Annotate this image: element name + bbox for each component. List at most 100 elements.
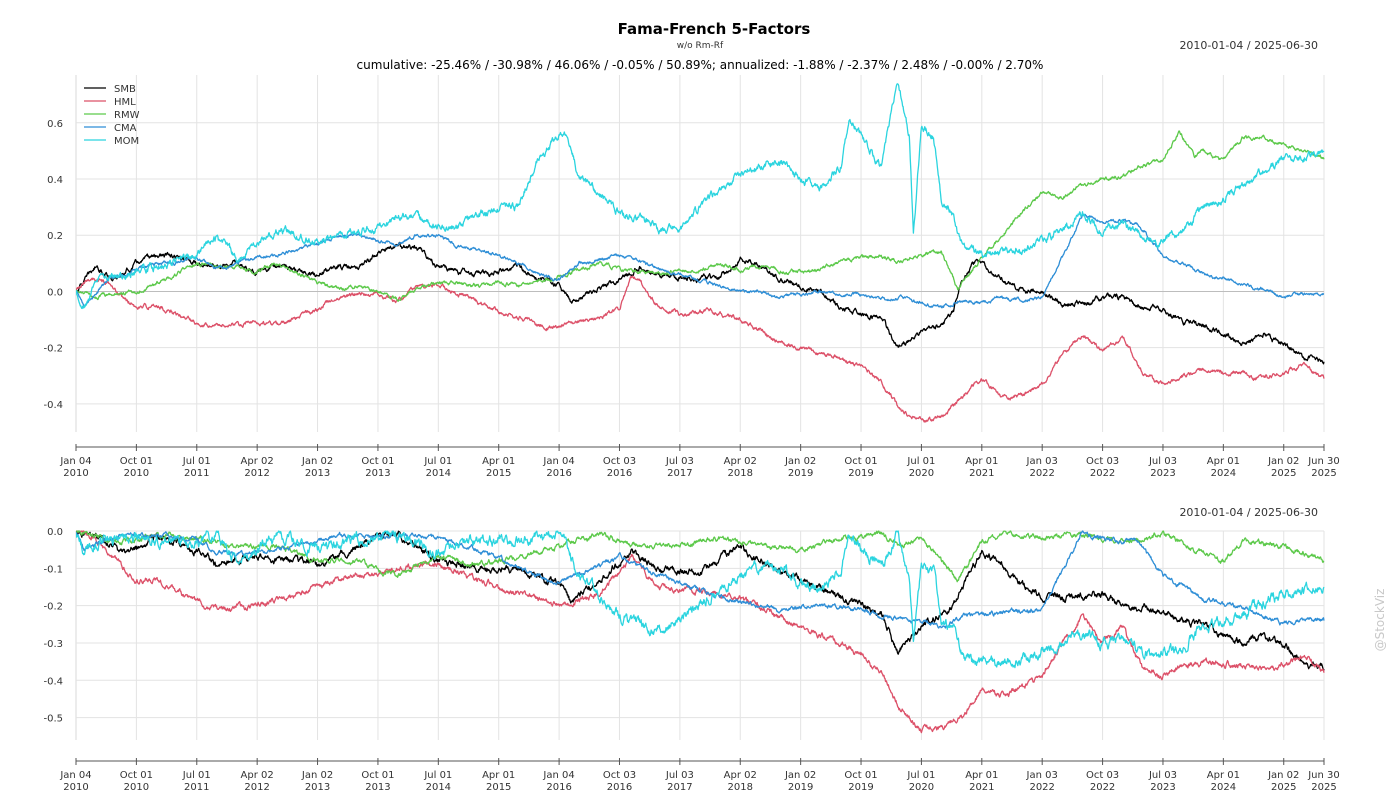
x-tick-label: 2025	[1311, 468, 1336, 479]
x-tick-label: Oct 03	[1086, 456, 1119, 467]
series-line-smb	[76, 241, 1325, 365]
x-tick-label: Jul 03	[665, 456, 694, 467]
x-tick-label: 2016	[607, 782, 632, 793]
series-line-cma	[76, 213, 1325, 309]
x-tick-label: 2014	[426, 782, 451, 793]
legend: SMB HML RMW CMA MOM	[84, 84, 140, 147]
x-tick-label: Jan 03	[1026, 456, 1058, 467]
x-tick-label: Oct 01	[361, 770, 394, 781]
series-line-hml	[76, 275, 1325, 423]
x-tick-label: Jun 30	[1307, 456, 1340, 467]
series-line-cma	[76, 530, 1325, 629]
x-tick-label: Jun 30	[1307, 770, 1340, 781]
x-tick-label: Apr 02	[241, 456, 274, 467]
x-tick-label: 2024	[1211, 468, 1236, 479]
x-tick-label: Oct 01	[844, 770, 877, 781]
x-tick-label: 2012	[244, 782, 269, 793]
x-tick-label: Jan 02	[301, 456, 333, 467]
x-tick-label: 2025	[1271, 468, 1296, 479]
x-tick-label: 2015	[486, 468, 511, 479]
x-tick-label: Jan 04	[59, 770, 91, 781]
x-tick-label: Apr 01	[1207, 770, 1240, 781]
y-tick-label: 0.2	[47, 231, 63, 242]
y-tick-label: -0.2	[43, 344, 63, 355]
x-tick-label: 2016	[607, 468, 632, 479]
watermark: @StockViz	[1373, 589, 1387, 652]
legend-label-mom: MOM	[114, 136, 139, 147]
x-tick-label: 2011	[184, 468, 209, 479]
y-tick-label: -0.3	[43, 639, 63, 650]
x-tick-label: Jul 03	[1148, 770, 1177, 781]
x-tick-label: Apr 02	[241, 770, 274, 781]
x-tick-label: Oct 01	[844, 456, 877, 467]
x-tick-label: Jan 03	[1026, 770, 1058, 781]
x-tick-label: 2020	[909, 468, 934, 479]
series-line-smb	[76, 530, 1325, 672]
x-tick-label: Jul 01	[182, 770, 211, 781]
legend-label-smb: SMB	[114, 84, 136, 95]
x-tick-label: Apr 01	[482, 770, 515, 781]
y-tick-label: -0.2	[43, 602, 63, 613]
y-tick-label: 0.6	[47, 119, 63, 130]
x-tick-label: 2016	[546, 782, 571, 793]
x-tick-label: Jul 01	[423, 456, 452, 467]
x-tick-label: 2022	[1029, 782, 1054, 793]
legend-label-rmw: RMW	[114, 110, 140, 121]
x-tick-label: 2013	[305, 468, 330, 479]
x-tick-label: 2013	[365, 782, 390, 793]
x-tick-label: 2010	[63, 468, 88, 479]
x-tick-label: 2023	[1150, 782, 1175, 793]
x-tick-label: Jul 01	[423, 770, 452, 781]
series-line-rmw	[76, 130, 1325, 302]
series-line-mom	[76, 530, 1325, 669]
x-tick-label: 2015	[486, 782, 511, 793]
x-tick-label: 2013	[365, 468, 390, 479]
x-tick-label: Oct 01	[120, 770, 153, 781]
y-tick-label: -0.4	[43, 400, 63, 411]
return-summary: cumulative: -25.46% / -30.98% / 46.06% /…	[357, 58, 1044, 72]
x-tick-label: Oct 01	[361, 456, 394, 467]
y-tick-label: 0.0	[47, 287, 63, 298]
x-tick-label: Apr 01	[482, 456, 515, 467]
y-tick-label: 0.0	[47, 527, 63, 538]
x-tick-label: 2025	[1271, 782, 1296, 793]
x-tick-label: 2018	[728, 782, 753, 793]
x-tick-label: 2010	[124, 782, 149, 793]
x-tick-label: 2010	[63, 782, 88, 793]
x-tick-label: Jan 04	[542, 770, 574, 781]
x-tick-label: Oct 03	[603, 770, 636, 781]
x-tick-label: Jul 01	[906, 770, 935, 781]
x-tick-label: 2019	[848, 468, 873, 479]
x-tick-label: 2021	[969, 468, 994, 479]
x-tick-label: Jul 01	[906, 456, 935, 467]
date-range-top: 2010-01-04 / 2025-06-30	[1179, 39, 1318, 52]
x-tick-label: Jan 02	[1267, 770, 1299, 781]
x-tick-label: Apr 02	[724, 456, 757, 467]
date-range-bottom: 2010-01-04 / 2025-06-30	[1179, 506, 1318, 519]
legend-label-hml: HML	[114, 97, 136, 108]
x-tick-label: Jul 03	[1148, 456, 1177, 467]
x-tick-label: Jan 02	[784, 456, 816, 467]
x-tick-label: Jul 01	[182, 456, 211, 467]
chart-title: Fama-French 5-Factors	[618, 20, 811, 38]
x-tick-label: 2022	[1090, 468, 1115, 479]
x-tick-label: Jan 02	[1267, 456, 1299, 467]
x-tick-label: 2021	[969, 782, 994, 793]
x-tick-label: 2024	[1211, 782, 1236, 793]
x-tick-label: 2017	[667, 468, 692, 479]
x-tick-label: Apr 01	[1207, 456, 1240, 467]
x-tick-label: Jul 03	[665, 770, 694, 781]
y-tick-label: -0.1	[43, 564, 63, 575]
y-tick-label: -0.5	[43, 714, 63, 725]
x-tick-label: 2019	[788, 782, 813, 793]
x-tick-label: 2020	[909, 782, 934, 793]
x-tick-label: 2025	[1311, 782, 1336, 793]
y-tick-label: -0.4	[43, 676, 63, 687]
series-line-mom	[76, 83, 1325, 310]
x-tick-label: 2014	[426, 468, 451, 479]
x-tick-label: 2019	[788, 468, 813, 479]
x-tick-label: 2012	[244, 468, 269, 479]
